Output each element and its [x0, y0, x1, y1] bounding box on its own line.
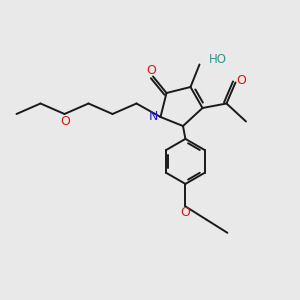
Text: N: N [149, 110, 159, 123]
Text: O: O [147, 64, 156, 77]
Text: O: O [237, 74, 246, 87]
Text: HO: HO [209, 52, 227, 66]
Text: O: O [60, 115, 70, 128]
Text: O: O [180, 206, 190, 220]
